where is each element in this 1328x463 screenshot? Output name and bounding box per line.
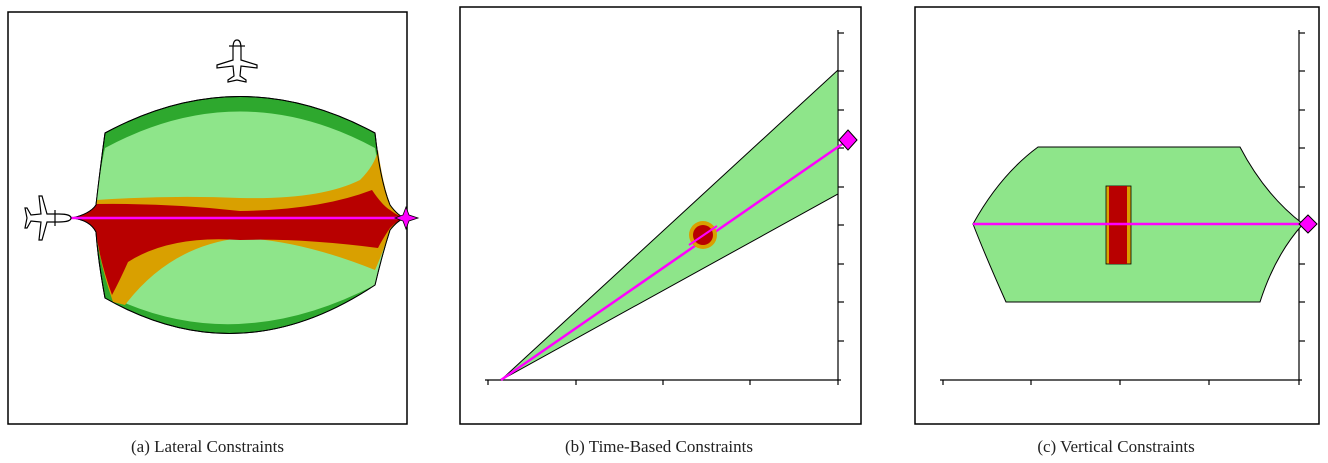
caption-time: (b) Time-Based Constraints xyxy=(565,437,753,456)
caption-lateral: (a) Lateral Constraints xyxy=(131,437,284,456)
caption-vertical: (c) Vertical Constraints xyxy=(1037,437,1195,456)
diamond-icon xyxy=(1298,214,1318,234)
lateral-danger-zone xyxy=(72,190,405,295)
airplane-icon xyxy=(216,39,258,83)
time-diagram xyxy=(459,6,862,425)
time-x-ticks xyxy=(487,380,839,385)
airplane-icon xyxy=(24,195,72,241)
time-frame xyxy=(459,6,862,425)
star-icon xyxy=(393,205,420,231)
panel-vertical: (c) Vertical Constraints xyxy=(910,0,1328,463)
time-route-overlay xyxy=(688,225,718,246)
panel-time: (b) Time-Based Constraints xyxy=(455,0,875,463)
vertical-x-ticks xyxy=(942,380,1300,385)
panel-lateral: (a) Lateral Constraints xyxy=(0,0,440,463)
diamond-icon xyxy=(838,129,858,151)
lateral-diagram xyxy=(7,11,420,425)
time-y-ticks xyxy=(838,32,844,342)
time-safe-zone xyxy=(500,68,839,381)
vertical-diagram xyxy=(914,6,1320,425)
time-route-line xyxy=(500,138,849,382)
